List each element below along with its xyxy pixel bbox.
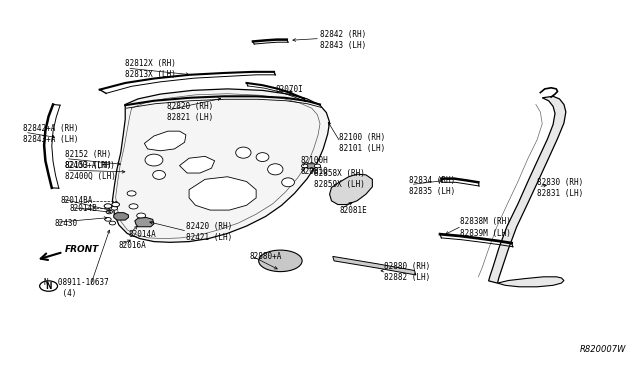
Circle shape xyxy=(314,164,321,168)
Ellipse shape xyxy=(153,170,166,179)
Polygon shape xyxy=(179,156,214,173)
Text: 82420 (RH)
82421 (LH): 82420 (RH) 82421 (LH) xyxy=(186,222,232,243)
Text: 82152 (RH)
82153 (LH): 82152 (RH) 82153 (LH) xyxy=(65,150,111,170)
Circle shape xyxy=(111,206,118,210)
Text: 82820 (RH)
82821 (LH): 82820 (RH) 82821 (LH) xyxy=(167,102,213,122)
Polygon shape xyxy=(497,277,564,287)
Circle shape xyxy=(112,202,120,207)
Text: FRONT: FRONT xyxy=(65,245,99,254)
Text: 82016A: 82016A xyxy=(119,241,147,250)
Circle shape xyxy=(127,191,136,196)
Circle shape xyxy=(109,221,116,225)
Text: 82880 (RH)
82882 (LH): 82880 (RH) 82882 (LH) xyxy=(384,262,430,282)
Polygon shape xyxy=(189,177,256,210)
Polygon shape xyxy=(488,96,566,283)
Circle shape xyxy=(40,281,58,291)
Ellipse shape xyxy=(282,178,294,187)
Ellipse shape xyxy=(256,153,269,161)
Polygon shape xyxy=(145,131,186,151)
Ellipse shape xyxy=(236,147,251,158)
Ellipse shape xyxy=(268,164,283,175)
Circle shape xyxy=(129,204,138,209)
Polygon shape xyxy=(113,89,330,242)
Text: 82014BA: 82014BA xyxy=(60,196,92,205)
Text: 82842 (RH)
82843 (LH): 82842 (RH) 82843 (LH) xyxy=(320,29,366,49)
Circle shape xyxy=(301,164,308,168)
Polygon shape xyxy=(135,218,154,227)
Text: 82100 (RH)
82101 (LH): 82100 (RH) 82101 (LH) xyxy=(339,133,385,153)
Text: 82430: 82430 xyxy=(55,219,78,228)
Text: 82858X (RH)
82859X (LH): 82858X (RH) 82859X (LH) xyxy=(314,169,365,189)
Circle shape xyxy=(106,210,113,214)
Text: 82100H
82081Q: 82100H 82081Q xyxy=(301,155,328,176)
Text: 82014B: 82014B xyxy=(69,204,97,213)
Text: R820007W: R820007W xyxy=(580,344,627,353)
Polygon shape xyxy=(305,164,317,168)
Text: 82812X (RH)
82813X (LH): 82812X (RH) 82813X (LH) xyxy=(125,59,176,79)
Text: N  08911-10637
    (4): N 08911-10637 (4) xyxy=(44,278,109,298)
Text: 82014A: 82014A xyxy=(129,230,156,239)
Text: 82081E: 82081E xyxy=(339,206,367,215)
Circle shape xyxy=(104,204,112,208)
Text: 82880+A: 82880+A xyxy=(250,252,282,261)
Ellipse shape xyxy=(259,250,302,272)
Text: 82830 (RH)
82831 (LH): 82830 (RH) 82831 (LH) xyxy=(537,178,584,198)
Text: 82838M (RH)
82839M (LH): 82838M (RH) 82839M (LH) xyxy=(461,218,511,238)
Polygon shape xyxy=(330,174,372,205)
Circle shape xyxy=(105,218,111,221)
Polygon shape xyxy=(114,213,129,220)
Text: 82400+A(RH)
82400Q (LH): 82400+A(RH) 82400Q (LH) xyxy=(65,161,115,181)
Text: 82070I: 82070I xyxy=(275,85,303,94)
Text: N: N xyxy=(45,282,52,291)
Text: 82834 (RH)
82835 (LH): 82834 (RH) 82835 (LH) xyxy=(410,176,456,196)
Ellipse shape xyxy=(145,154,163,166)
Circle shape xyxy=(137,213,146,218)
Text: 82842+A (RH)
82843+A (LH): 82842+A (RH) 82843+A (LH) xyxy=(23,124,79,144)
Polygon shape xyxy=(333,256,416,275)
